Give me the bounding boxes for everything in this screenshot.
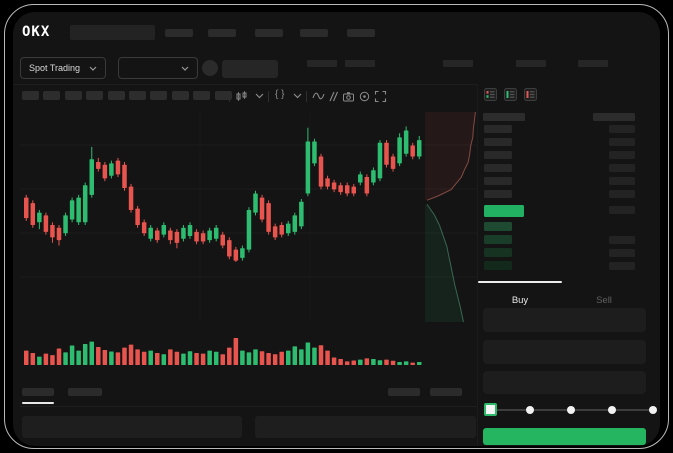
slider-step-dot[interactable] bbox=[567, 406, 575, 414]
ask-row-amount[interactable] bbox=[609, 164, 635, 172]
bottom-tab-active-placeholder[interactable] bbox=[22, 388, 54, 396]
slider-step-dot[interactable] bbox=[608, 406, 616, 414]
pair-name-placeholder[interactable] bbox=[222, 60, 278, 78]
nav-item-placeholder[interactable] bbox=[165, 29, 193, 37]
camera-snapshot-icon[interactable] bbox=[342, 90, 355, 103]
slider-step-dot[interactable] bbox=[649, 406, 657, 414]
chart-type-icon[interactable] bbox=[235, 90, 248, 103]
drawing-tool-chip[interactable] bbox=[43, 91, 61, 100]
bid-row-price[interactable] bbox=[484, 222, 512, 231]
bottom-tab-placeholder[interactable] bbox=[68, 388, 102, 396]
slider-step-dot[interactable] bbox=[526, 406, 534, 414]
orders-table-placeholder bbox=[255, 416, 476, 438]
price-row-amount[interactable] bbox=[609, 206, 635, 214]
orderbook-view-asks-icon[interactable] bbox=[524, 88, 537, 101]
toolbar-divider bbox=[306, 91, 307, 102]
market-mode-label: Spot Trading bbox=[29, 63, 81, 73]
orderbook-header-left[interactable] bbox=[483, 113, 525, 121]
chevron-down-icon[interactable] bbox=[255, 93, 268, 106]
orders-table-placeholder bbox=[22, 416, 242, 438]
header-divider bbox=[13, 84, 477, 85]
orderbook-view-combined-icon[interactable] bbox=[484, 88, 497, 101]
order-amount-field[interactable] bbox=[483, 340, 646, 364]
bottom-action-placeholder[interactable] bbox=[388, 388, 420, 396]
chevron-down-icon[interactable] bbox=[293, 93, 306, 106]
okx-logo[interactable]: OKX bbox=[22, 24, 51, 40]
chevron-down-icon bbox=[181, 66, 189, 71]
drawing-tool-chip[interactable] bbox=[171, 91, 189, 100]
bid-row-amount[interactable] bbox=[609, 236, 635, 244]
wave-indicators-icon[interactable] bbox=[312, 90, 325, 103]
bid-row-price[interactable] bbox=[484, 248, 512, 257]
panel-divider bbox=[477, 84, 478, 446]
order-total-field[interactable] bbox=[483, 371, 646, 394]
app-window: OKX Spot Trading { } bbox=[13, 12, 660, 446]
active-tab-underline bbox=[22, 402, 54, 404]
last-price-highlight[interactable] bbox=[484, 205, 524, 217]
drawing-tool-chip[interactable] bbox=[150, 91, 168, 100]
bid-row-amount[interactable] bbox=[609, 249, 635, 257]
orderbook-header-right[interactable] bbox=[593, 113, 635, 121]
drawing-tool-chip[interactable] bbox=[86, 91, 104, 100]
chevron-down-icon bbox=[89, 66, 97, 71]
toolbar-divider bbox=[229, 91, 230, 102]
pair-filter-dropdown[interactable] bbox=[118, 57, 198, 79]
nav-item-placeholder[interactable] bbox=[300, 29, 328, 37]
drawing-tool-chip[interactable] bbox=[129, 91, 146, 100]
drawing-tool-chip[interactable] bbox=[214, 91, 232, 100]
drawing-tool-chip[interactable] bbox=[107, 91, 125, 100]
device-bezel bbox=[4, 4, 669, 449]
orderbook-view-bids-icon[interactable] bbox=[504, 88, 517, 101]
coin-avatar[interactable] bbox=[202, 60, 218, 76]
price-chart[interactable] bbox=[20, 108, 480, 370]
bottom-tabs-divider bbox=[20, 406, 477, 407]
nav-item-placeholder[interactable] bbox=[347, 29, 375, 37]
ask-row-price[interactable] bbox=[484, 164, 512, 172]
tab-buy[interactable]: Buy bbox=[511, 295, 529, 306]
market-mode-dropdown[interactable]: Spot Trading bbox=[20, 57, 106, 79]
ask-row-price[interactable] bbox=[484, 190, 512, 198]
ask-row-price[interactable] bbox=[484, 177, 512, 185]
drawing-tool-chip[interactable] bbox=[193, 91, 211, 100]
amount-slider-handle[interactable] bbox=[484, 403, 497, 416]
drawing-tool-chip[interactable] bbox=[64, 91, 82, 100]
ask-row-price[interactable] bbox=[484, 151, 512, 159]
settings-icon[interactable] bbox=[358, 90, 371, 103]
bid-row-amount[interactable] bbox=[609, 262, 635, 270]
bottom-action-placeholder[interactable] bbox=[430, 388, 462, 396]
toolbar-divider bbox=[268, 91, 269, 102]
tab-sell[interactable]: Sell bbox=[596, 295, 612, 306]
logo-menu-placeholder bbox=[70, 25, 155, 40]
fullscreen-icon[interactable] bbox=[374, 90, 387, 103]
ask-row-amount[interactable] bbox=[609, 151, 635, 159]
ask-row-amount[interactable] bbox=[609, 177, 635, 185]
nav-item-placeholder[interactable] bbox=[255, 29, 283, 37]
ask-row-amount[interactable] bbox=[609, 190, 635, 198]
drawing-tool-chip[interactable] bbox=[22, 91, 39, 100]
order-price-field[interactable] bbox=[483, 308, 646, 332]
ask-row-amount[interactable] bbox=[609, 138, 635, 146]
orderbook-panel bbox=[483, 113, 658, 273]
bid-row-price[interactable] bbox=[484, 235, 512, 244]
ask-row-price[interactable] bbox=[484, 138, 512, 146]
buy-button[interactable] bbox=[483, 428, 646, 445]
indicator-template-icon[interactable]: { } bbox=[275, 89, 285, 100]
compare-icon[interactable] bbox=[327, 90, 340, 103]
ask-row-amount[interactable] bbox=[609, 125, 635, 133]
ask-row-price[interactable] bbox=[484, 125, 512, 133]
nav-item-placeholder[interactable] bbox=[208, 29, 236, 37]
buy-tab-indicator bbox=[478, 281, 562, 283]
bid-row-price[interactable] bbox=[484, 261, 512, 270]
